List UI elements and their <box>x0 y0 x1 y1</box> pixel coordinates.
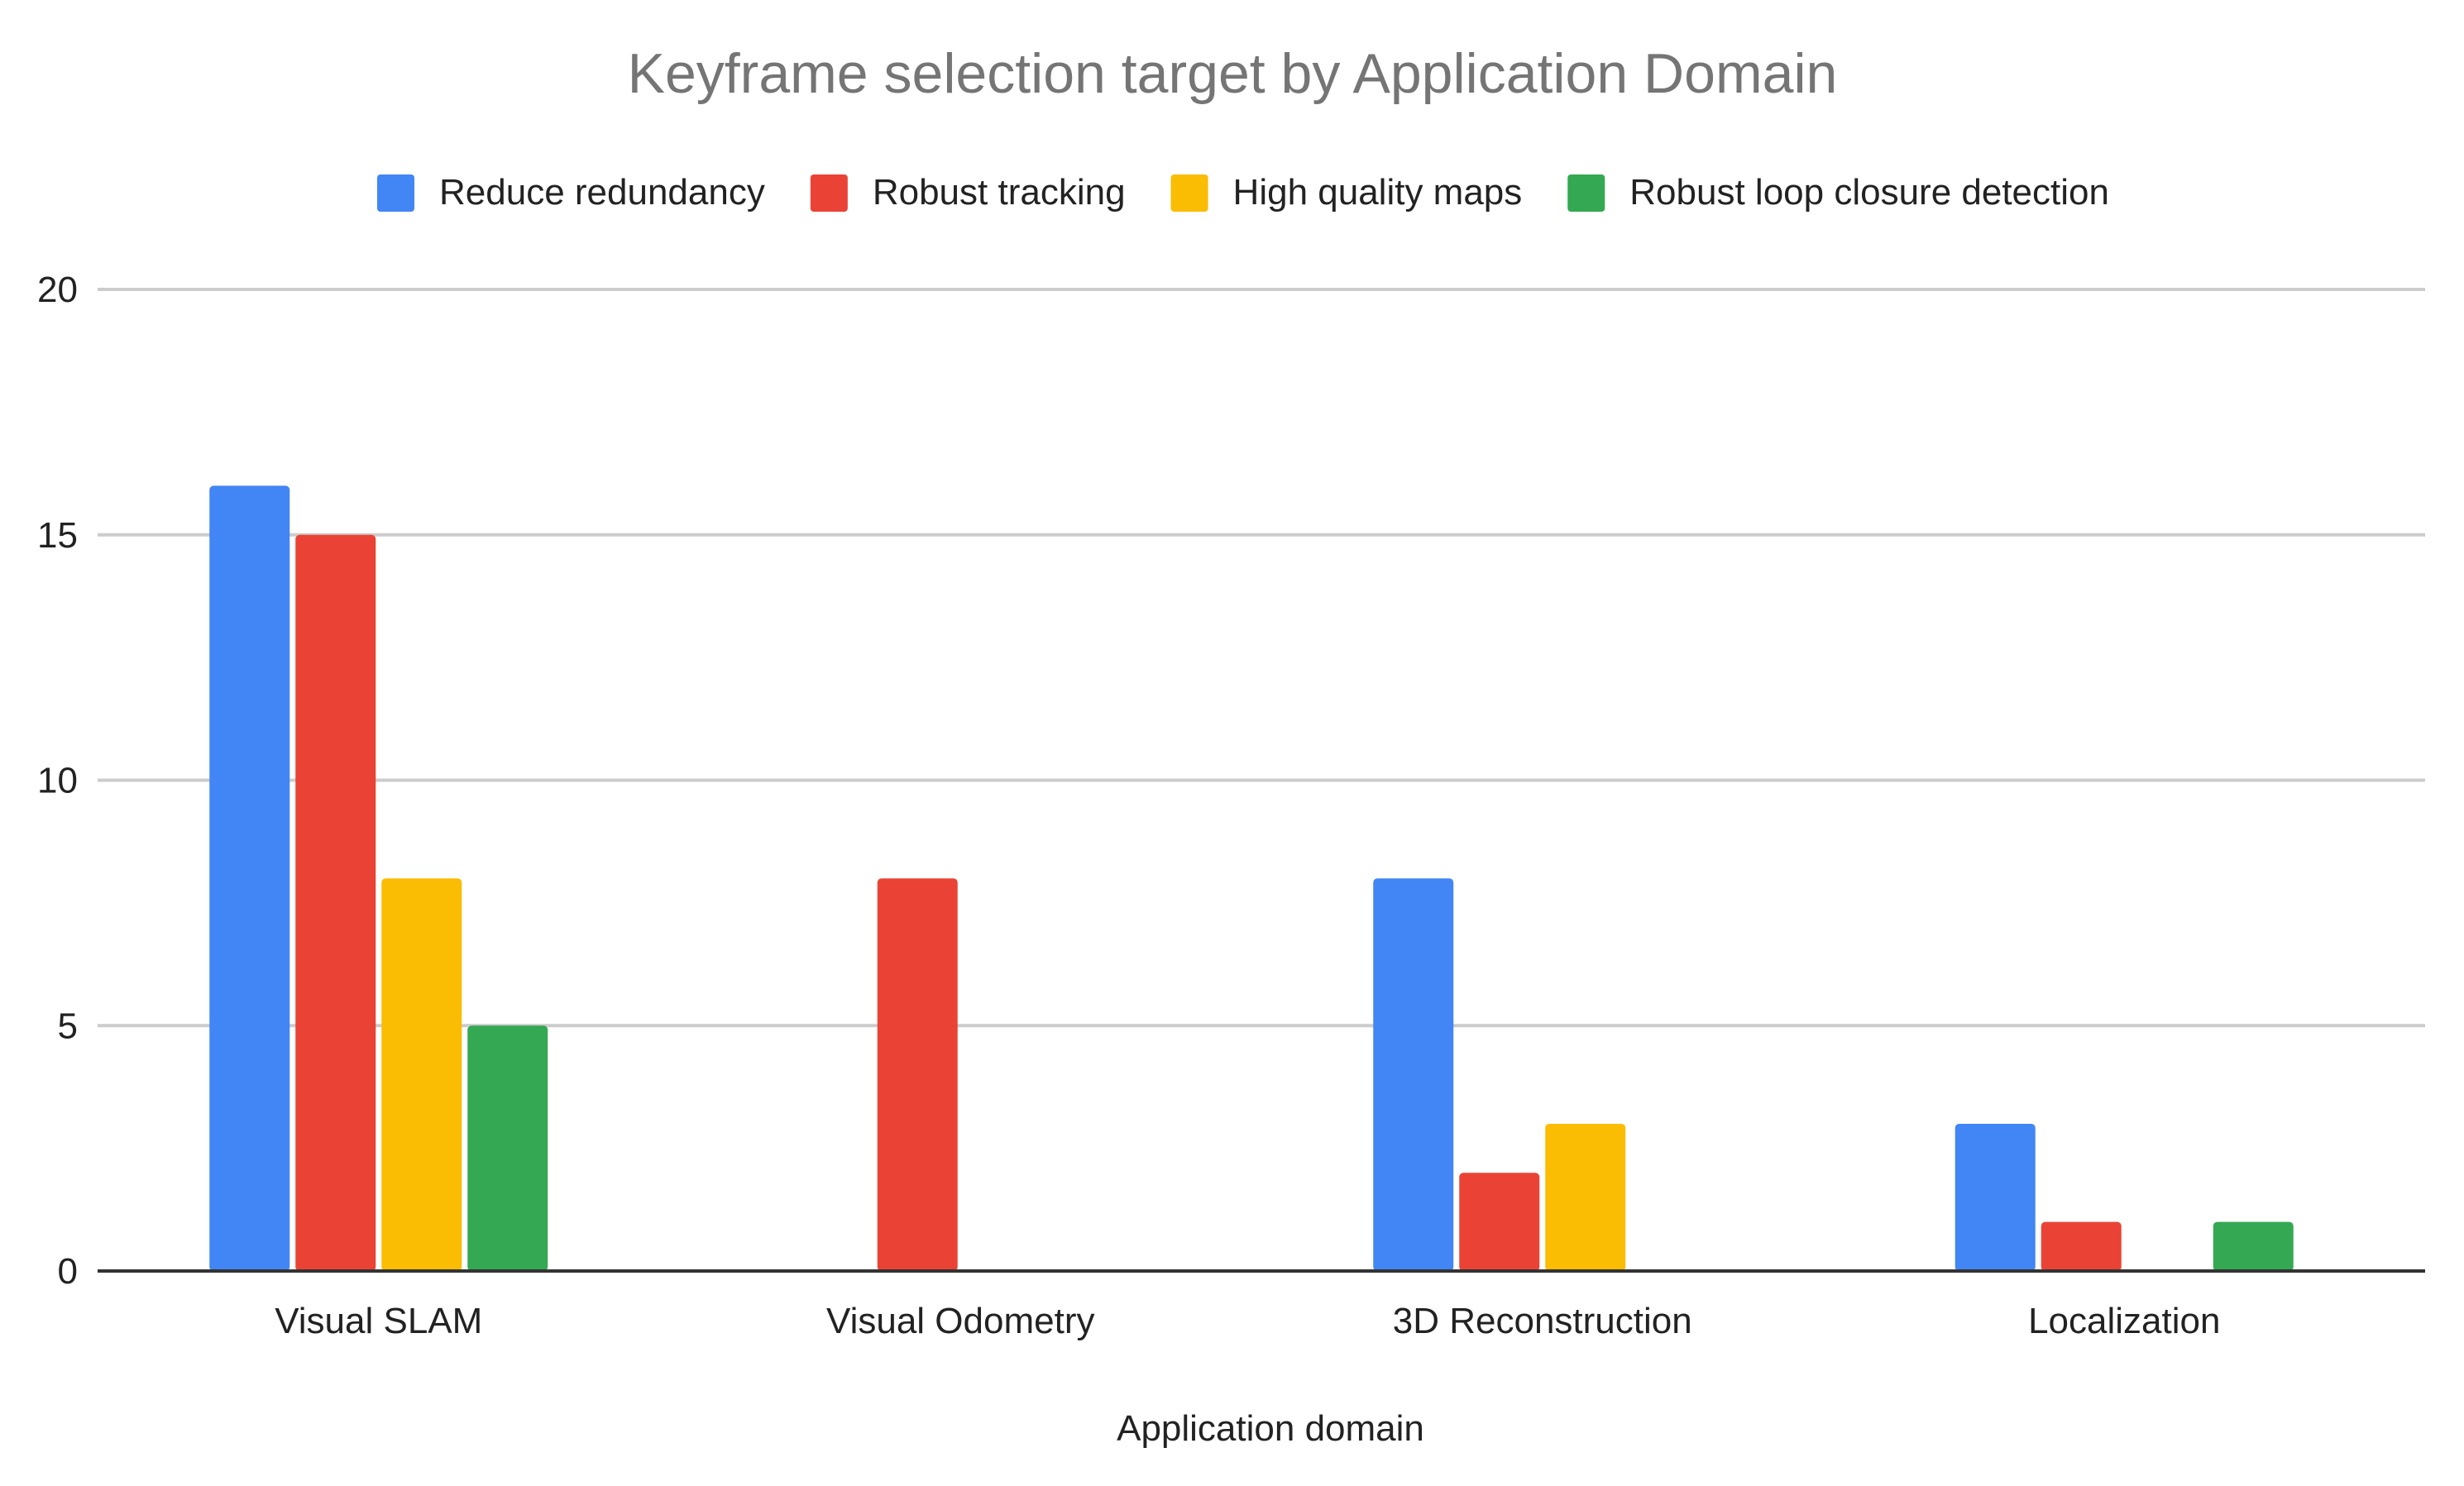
bar-visual-slam-high-quality-maps <box>381 878 462 1271</box>
bar-3d-reconstruction-robust-tracking <box>1459 1173 1540 1271</box>
x-axis-title: Application domain <box>1117 1408 1424 1449</box>
bar-3d-reconstruction-high-quality-maps <box>1545 1123 1626 1271</box>
x-tick-label-visual-odometry: Visual Odometry <box>826 1301 1094 1341</box>
legend-item-reduce-redundancy: Reduce redundancy <box>377 172 765 213</box>
legend-label-robust-tracking: Robust tracking <box>873 172 1126 213</box>
x-tick-label-localization: Localization <box>2028 1301 2220 1341</box>
gridlines <box>98 288 2425 1028</box>
bars <box>209 485 2294 1271</box>
bar-localization-robust-tracking <box>2041 1221 2122 1271</box>
bar-localization-robust-loop-closure-detection <box>2213 1221 2294 1271</box>
legend-swatch-robust-loop-closure-detection <box>1567 174 1605 212</box>
y-tick-label-10: 10 <box>37 761 78 801</box>
legend-item-robust-tracking: Robust tracking <box>810 172 1126 213</box>
legend-swatch-high-quality-maps <box>1170 174 1208 212</box>
y-tick-label-5: 5 <box>58 1006 78 1046</box>
legend-swatch-reduce-redundancy <box>377 174 415 212</box>
bar-3d-reconstruction-reduce-redundancy <box>1373 878 1454 1271</box>
x-tick-label-3d-reconstruction: 3D Reconstruction <box>1393 1301 1692 1341</box>
legend-label-reduce-redundancy: Reduce redundancy <box>439 172 765 213</box>
bar-visual-odometry-robust-tracking <box>877 878 958 1271</box>
legend-swatch-robust-tracking <box>810 174 848 212</box>
bar-localization-reduce-redundancy <box>1954 1123 2036 1271</box>
legend-item-high-quality-maps: High quality maps <box>1170 172 1523 213</box>
legend-label-robust-loop-closure-detection: Robust loop closure detection <box>1629 172 2109 213</box>
chart-title: Keyframe selection target by Application… <box>628 42 1838 105</box>
y-tick-label-20: 20 <box>37 270 78 310</box>
y-axis-ticks: 0 5 10 15 20 <box>37 270 78 1292</box>
x-axis-ticks: Visual SLAM Visual Odometry 3D Reconstruct… <box>275 1301 2220 1341</box>
x-tick-label-visual-slam: Visual SLAM <box>275 1301 482 1341</box>
legend-label-high-quality-maps: High quality maps <box>1233 172 1523 213</box>
legend-item-robust-loop-closure-detection: Robust loop closure detection <box>1567 172 2109 213</box>
bar-visual-slam-robust-loop-closure-detection <box>467 1025 548 1271</box>
legend: Reduce redundancy Robust tracking High qua… <box>377 172 2109 213</box>
bar-visual-slam-robust-tracking <box>295 534 376 1271</box>
y-tick-label-15: 15 <box>37 515 78 556</box>
bar-visual-slam-reduce-redundancy <box>209 485 290 1271</box>
y-tick-label-0: 0 <box>58 1251 78 1292</box>
